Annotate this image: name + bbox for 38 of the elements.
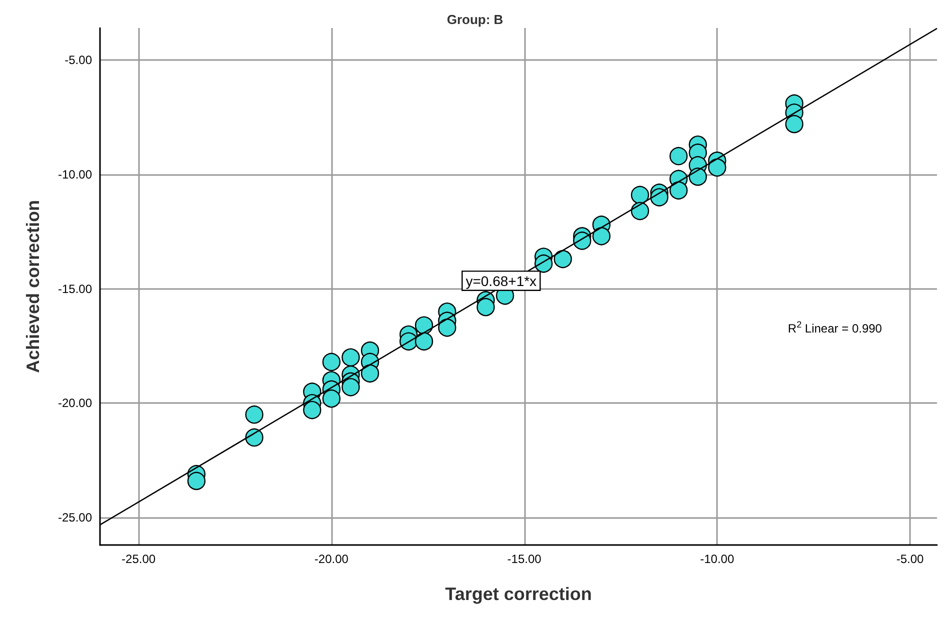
point [688,168,707,186]
annotation: y=0.68+1*x [466,272,537,289]
point [554,250,572,268]
point [573,232,592,250]
point [592,227,611,246]
y-tick-label: -20.00 [58,396,92,410]
y-tick-label: -10.00 [58,167,92,182]
point [245,428,264,447]
point [414,316,434,334]
point [187,472,206,490]
point [245,406,264,424]
point [322,389,341,408]
point [342,378,360,396]
point [414,332,434,350]
point [322,352,341,372]
point [438,318,456,337]
point [785,114,804,134]
point [630,202,650,220]
point [476,298,495,316]
point [669,147,688,166]
point [630,186,650,204]
point [342,348,360,367]
y-axis-title: Achieved correction [23,200,43,374]
x-axis-title: Target correction [445,584,592,604]
x-tick-label: -5.00 [896,552,924,566]
point [650,188,668,206]
point [303,400,322,420]
y-tick-label: -5.00 [64,53,92,68]
x-tick-label: -25.00 [122,552,156,566]
x-tick-label: -10.00 [700,552,734,566]
x-tick-label: -15.00 [507,552,542,566]
point [360,364,380,383]
y-tick-label: -15.00 [58,282,92,296]
chart-title: Group: B [446,12,504,27]
point [708,158,726,177]
x-tick-label: -20.00 [314,552,349,566]
point [669,181,688,200]
y-tick-label: -25.00 [58,510,92,525]
